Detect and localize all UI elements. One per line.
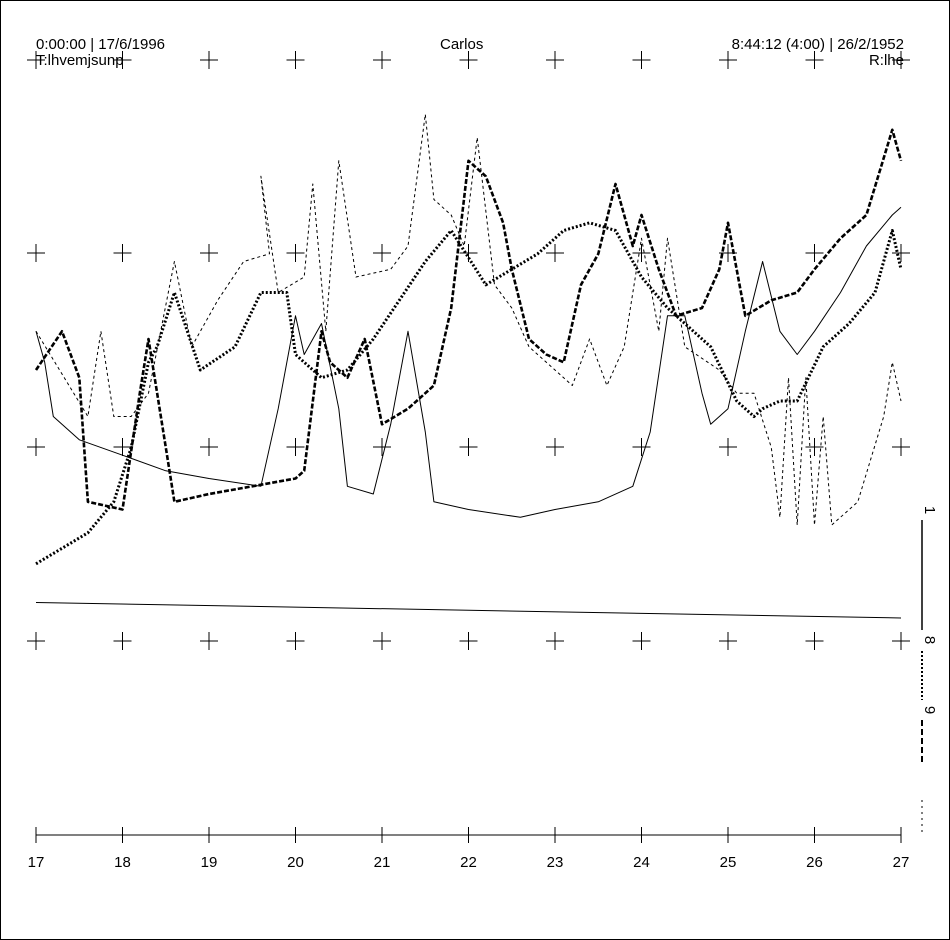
x-tick-label: 20: [287, 854, 304, 871]
x-tick-label: 26: [806, 854, 823, 871]
series-line-3: [35, 221, 903, 566]
series-line-1: [35, 113, 902, 526]
x-tick-label: 22: [460, 854, 477, 871]
right-series-label: 9: [921, 706, 938, 714]
right-series-label: 8: [921, 636, 938, 644]
x-tick-label: 21: [374, 854, 391, 871]
series-line-5: [35, 602, 902, 619]
x-tick-label: 27: [893, 854, 910, 871]
left-track-label: T:lhvemjsunp: [36, 52, 124, 69]
start-timestamp: 0:00:00 | 17/6/1996: [36, 36, 166, 53]
right-series-label: 1: [921, 506, 938, 514]
series-line-4: [35, 206, 902, 518]
series-line-2: [34, 128, 903, 511]
x-tick-label: 24: [633, 854, 650, 871]
right-track-label: R:lhe: [868, 52, 904, 69]
end-timestamp: 8:44:12 (4:00) | 26/2/1952: [731, 36, 904, 53]
x-tick-label: 17: [28, 854, 45, 871]
x-tick-label: 19: [201, 854, 218, 871]
x-tick-label: 18: [114, 854, 131, 871]
chart-center-label: Carlos: [440, 36, 484, 53]
x-tick-label: 23: [547, 854, 564, 871]
x-tick-label: 25: [720, 854, 737, 871]
